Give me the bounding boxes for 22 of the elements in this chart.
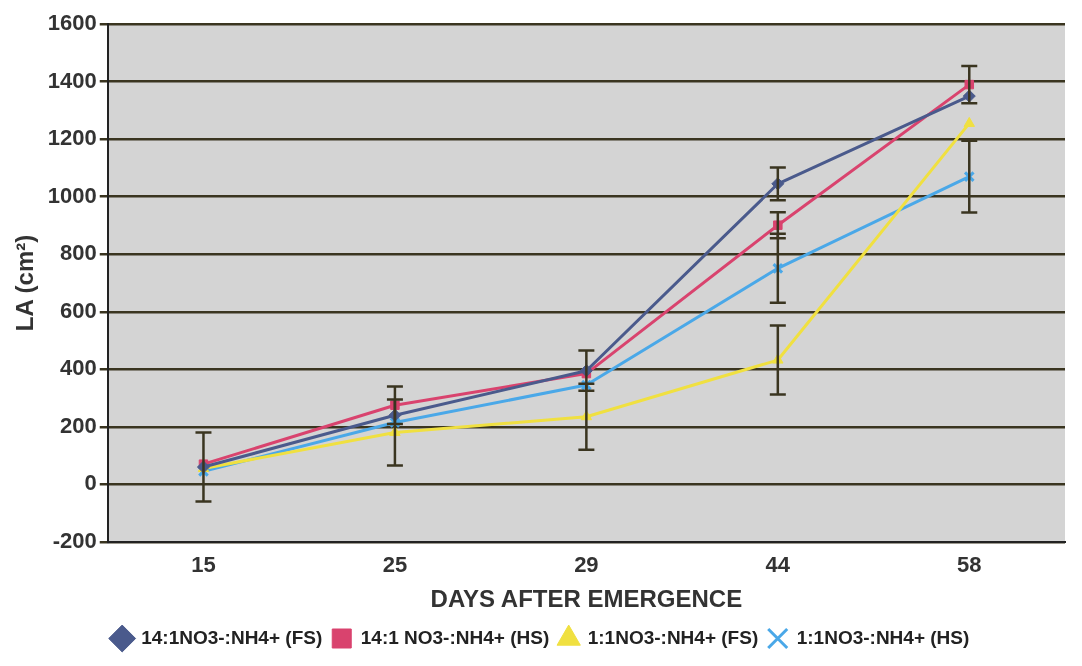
- x-tick-label: 29: [574, 552, 599, 578]
- x-tick-label: 44: [765, 552, 791, 578]
- x-axis-title: DAYS AFTER EMERGENCE: [430, 585, 743, 613]
- y-tick-label: 1600: [47, 10, 97, 36]
- legend-label: 1:1NO3-:NH4+ (HS): [796, 626, 970, 648]
- y-tick-label: 1000: [47, 182, 97, 208]
- y-tick-label: 1200: [47, 125, 97, 151]
- legend-label: 14:1 NO3-:NH4+ (HS): [360, 626, 550, 648]
- y-tick-label: 800: [60, 240, 97, 266]
- y-tick-label: 1400: [47, 67, 97, 93]
- legend-label: 14:1NO3-:NH4+ (FS): [141, 626, 323, 648]
- point: [963, 116, 975, 127]
- y-tick-label: 600: [60, 297, 97, 323]
- x-tick-label: 15: [191, 552, 216, 578]
- y-tick-label: 400: [60, 355, 97, 381]
- y-axis-title: LA (cm²): [11, 234, 39, 332]
- y-tick-label: 200: [60, 412, 97, 438]
- legend-label: 1:1NO3-:NH4+ (FS): [587, 626, 759, 648]
- y-tick-label: 0: [84, 470, 97, 496]
- x-tick-label: 25: [382, 552, 408, 578]
- y-tick-label: -200: [52, 527, 97, 553]
- x-tick-label: 58: [957, 552, 982, 578]
